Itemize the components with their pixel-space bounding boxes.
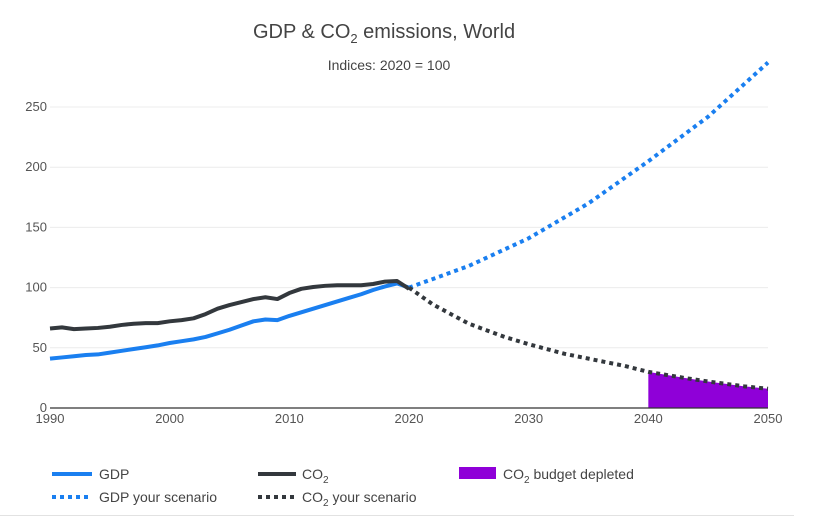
grid-lines — [50, 106, 768, 349]
series-line-co2-scenario[interactable] — [407, 285, 769, 391]
series-line-gdp-scenario[interactable] — [408, 61, 770, 290]
legend-item-budget[interactable]: CO2 budget depleted — [459, 466, 634, 486]
legend-label-gdp: GDP — [99, 466, 129, 482]
y-tick-label: 0 — [40, 400, 47, 415]
legend-item-gdp-scenario[interactable]: GDP your scenario — [52, 489, 217, 505]
x-tick-label: 2050 — [754, 411, 783, 426]
series-layer — [49, 61, 770, 391]
x-tick-label: 2040 — [634, 411, 663, 426]
y-tick-label: 250 — [25, 99, 47, 114]
x-tick-label: 2000 — [155, 411, 184, 426]
legend-label-gdp-scenario: GDP your scenario — [99, 489, 217, 505]
bottom-divider — [0, 515, 794, 516]
legend: GDP CO2 CO2 budget depleted GDP your sce… — [52, 466, 634, 509]
y-tick-label: 100 — [25, 280, 47, 295]
x-tick-label: 1990 — [36, 411, 65, 426]
x-tick-label: 2030 — [514, 411, 543, 426]
legend-label-co2: CO2 — [302, 466, 329, 486]
series-line-co2[interactable] — [49, 278, 411, 332]
budget-area-layer — [648, 371, 768, 408]
chart-title: GDP & CO2 emissions, World — [253, 21, 515, 46]
y-tick-label: 150 — [25, 219, 47, 234]
legend-swatch-budget — [459, 467, 496, 479]
series-line-gdp[interactable] — [49, 281, 410, 361]
y-tick-label: 200 — [25, 159, 47, 174]
legend-label-budget: CO2 budget depleted — [503, 466, 634, 486]
y-tick-label: 50 — [33, 340, 47, 355]
tick-labels: 0 50 100 150 200 250 1990 2000 2010 2020 2030 2040 2… — [25, 99, 782, 426]
x-tick-label: 2010 — [275, 411, 304, 426]
legend-label-co2-scenario: CO2 your scenario — [302, 489, 417, 509]
legend-item-gdp[interactable]: GDP — [52, 466, 129, 482]
chart-subtitle: Indices: 2020 = 100 — [328, 57, 451, 73]
x-tick-label: 2020 — [395, 411, 424, 426]
budget-depleted-area — [648, 371, 768, 408]
legend-item-co2[interactable]: CO2 — [258, 466, 329, 486]
legend-item-co2-scenario[interactable]: CO2 your scenario — [258, 489, 417, 509]
